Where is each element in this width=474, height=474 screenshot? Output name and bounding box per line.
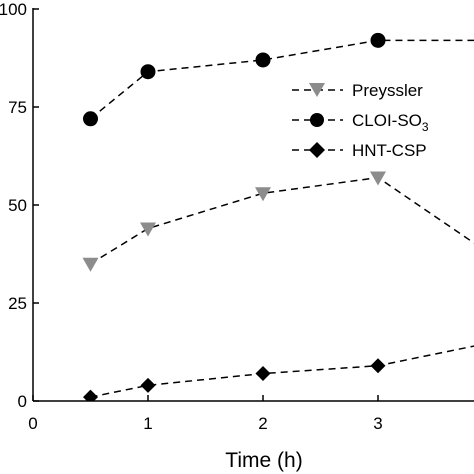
legend-triangle-down-marker [309, 83, 325, 97]
legend-label-cloi-so3-subscript: 3 [422, 120, 429, 134]
series-markers [82, 32, 386, 401]
data-point-diamond [140, 377, 156, 393]
data-point-circle [140, 64, 156, 80]
legend: Preyssler CLOI-SO3 HNT-CSP [292, 81, 429, 160]
legend-label-cloi-so3: CLOI-SO3 [352, 111, 429, 134]
legend-item-cloi-so3: CLOI-SO3 [292, 111, 429, 134]
y-tick-label: 50 [8, 196, 27, 215]
x-axis-title: Time (h) [225, 449, 302, 472]
legend-item-hnt-csp: HNT-CSP [292, 141, 427, 160]
y-tick-label: 0 [18, 392, 27, 411]
series-line [90, 39, 474, 120]
legend-label-preyssler: Preyssler [352, 81, 423, 100]
data-point-circle [255, 52, 271, 68]
axes [32, 8, 474, 402]
y-tick-label: 75 [8, 98, 27, 117]
data-point-circle [370, 32, 386, 48]
data-point-circle [83, 111, 98, 127]
legend-label-hnt-csp: HNT-CSP [352, 141, 427, 160]
legend-item-preyssler: Preyssler [292, 81, 423, 100]
data-point-triangle [370, 171, 386, 186]
legend-diamond-marker [309, 142, 325, 158]
data-point-diamond [255, 366, 271, 382]
x-tick-label: 1 [143, 414, 152, 433]
ticks: 0 25 50 75 100 0 1 2 3 [0, 0, 383, 433]
y-tick-label: 100 [0, 0, 27, 19]
series-line [90, 176, 474, 265]
data-point-triangle [140, 222, 156, 237]
data-point-diamond [370, 358, 386, 374]
data-point-triangle [82, 257, 99, 272]
data-point-diamond [83, 389, 98, 401]
x-tick-label: 3 [373, 414, 382, 433]
x-tick-label: 2 [258, 414, 267, 433]
data-point-triangle [255, 187, 271, 202]
legend-label-cloi-so3-main: CLOI-SO [352, 111, 422, 130]
x-tick-label: 0 [28, 414, 37, 433]
legend-circle-marker [310, 113, 324, 127]
y-tick-label: 25 [8, 294, 27, 313]
